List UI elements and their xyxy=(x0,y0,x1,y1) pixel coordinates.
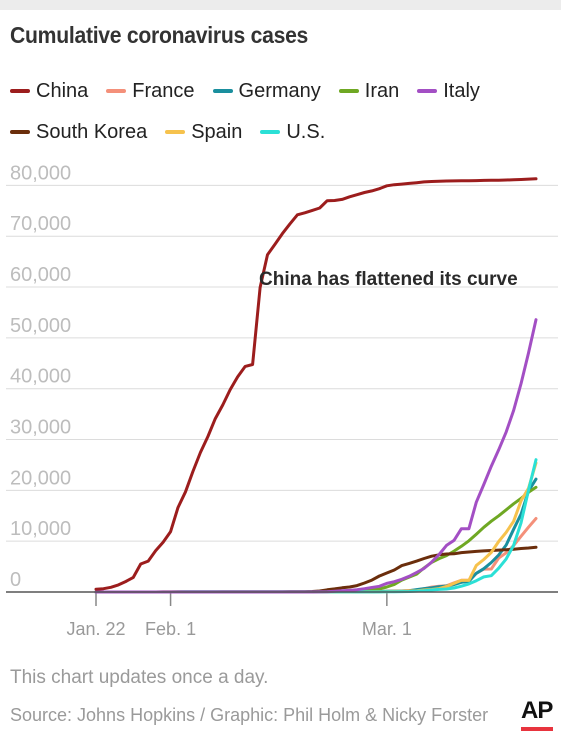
legend-item-south-korea: South Korea xyxy=(10,121,147,144)
legend-swatch xyxy=(417,89,438,93)
legend-item-china: China xyxy=(10,80,88,103)
x-tick-label: Jan. 22 xyxy=(66,619,125,639)
legend-label: South Korea xyxy=(36,120,148,143)
legend-swatch xyxy=(10,130,30,134)
annotation: China has flattened its curve xyxy=(259,269,518,290)
x-tick-label: Feb. 1 xyxy=(145,619,196,639)
legend-label: France xyxy=(132,79,195,102)
legend-swatch xyxy=(212,89,233,93)
legend-swatch xyxy=(165,130,186,134)
y-tick-label: 50,000 xyxy=(10,315,71,337)
y-tick-label: 10,000 xyxy=(10,518,71,540)
chart-title: Cumulative coronavirus cases xyxy=(10,22,309,48)
legend-swatch xyxy=(338,89,359,93)
series-line-china xyxy=(94,177,538,591)
y-tick-label: 0 xyxy=(10,569,21,591)
line-chart: 0 10,000 20,000 30,000 40,000 50,000 60,000 70,… xyxy=(6,162,558,639)
legend-swatch xyxy=(10,89,30,93)
legend-label: Iran xyxy=(364,79,400,102)
y-tick-label: 20,000 xyxy=(10,467,71,489)
legend-label: Germany xyxy=(238,79,321,102)
x-tick-label: Mar. 1 xyxy=(362,619,412,639)
ap-logo: AP xyxy=(521,697,553,724)
legend-row-1: China France Germany Iran Italy xyxy=(10,76,555,106)
top-bar xyxy=(0,0,561,10)
footer-note: This chart updates once a day. xyxy=(10,667,269,688)
legend-row-2: South Korea Spain U.S. xyxy=(10,117,555,147)
legend-item-us: U.S. xyxy=(260,121,325,144)
legend: China France Germany Iran Italy South Ko… xyxy=(10,76,555,158)
legend-label: U.S. xyxy=(286,120,326,143)
series-line-south-korea xyxy=(94,545,538,594)
legend-item-france: France xyxy=(106,79,195,103)
y-tick-label: 60,000 xyxy=(10,264,71,286)
legend-label: Spain xyxy=(191,120,243,143)
legend-item-iran: Iran xyxy=(338,79,400,103)
y-tick-label: 70,000 xyxy=(10,213,71,235)
legend-swatch xyxy=(260,130,281,134)
source-credit: Source: Johns Hopkins / Graphic: Phil Ho… xyxy=(10,705,489,725)
legend-label: China xyxy=(36,79,89,102)
legend-swatch xyxy=(106,89,127,93)
legend-label: Italy xyxy=(443,79,480,102)
legend-item-germany: Germany xyxy=(212,79,321,103)
legend-item-italy: Italy xyxy=(417,80,480,103)
y-tick-label: 30,000 xyxy=(10,417,71,439)
legend-item-spain: Spain xyxy=(165,121,242,144)
y-tick-label: 80,000 xyxy=(10,162,71,184)
ap-logo-underline xyxy=(521,727,553,731)
y-tick-label: 40,000 xyxy=(10,366,71,388)
